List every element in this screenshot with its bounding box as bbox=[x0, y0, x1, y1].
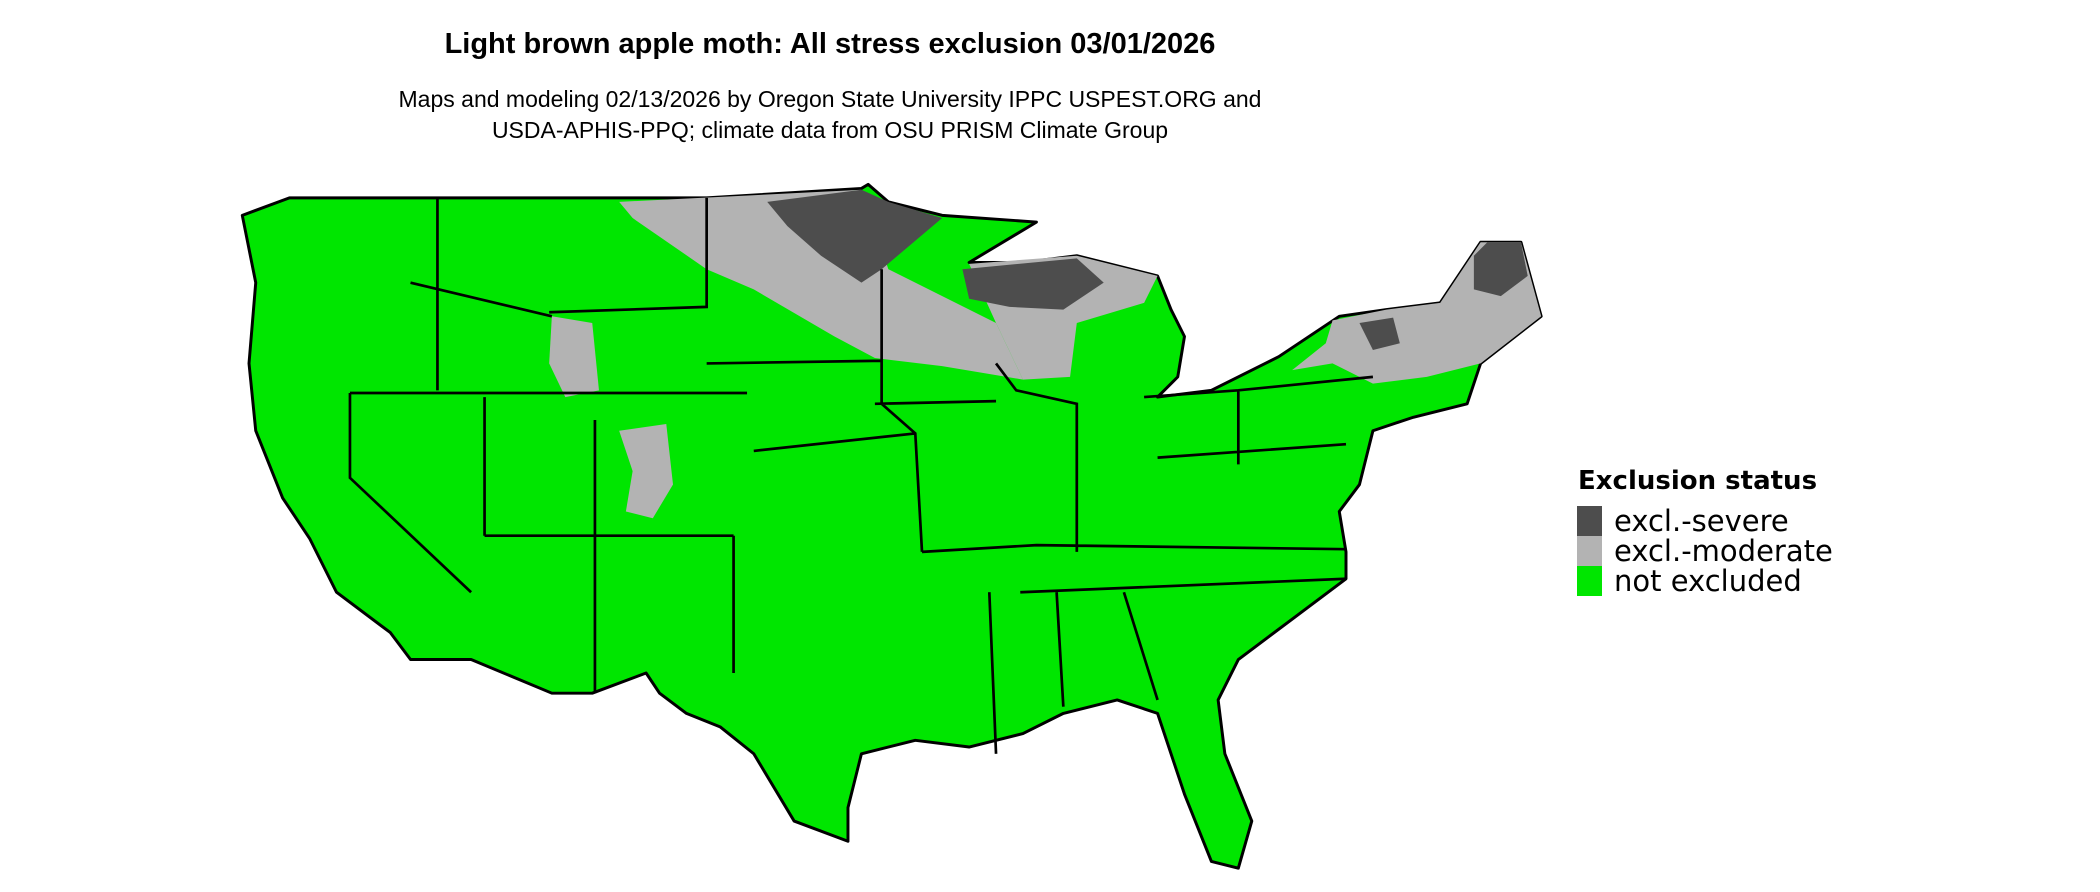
moderate-exclusion-colorado bbox=[619, 423, 673, 519]
legend-title: Exclusion status bbox=[1578, 466, 1818, 496]
legend-item-moderate: excl.-moderate bbox=[1577, 536, 1833, 566]
legend-label: not excluded bbox=[1614, 564, 1802, 598]
map-title: Light brown apple moth: All stress exclu… bbox=[444, 28, 1216, 60]
state-borders bbox=[348, 197, 1374, 754]
severe-exclusion-minnesota bbox=[767, 189, 943, 283]
legend-label: excl.-moderate bbox=[1614, 534, 1833, 568]
legend-swatch-not-excluded bbox=[1577, 566, 1602, 596]
moderate-exclusion-north-plains bbox=[619, 189, 1023, 380]
severe-exclusion-wisconsin bbox=[962, 258, 1104, 310]
legend: Exclusion status excl.-severe excl.-mode… bbox=[1577, 466, 1833, 596]
severe-exclusion-adirondacks bbox=[1359, 317, 1400, 350]
moderate-exclusion-wyoming bbox=[549, 316, 599, 398]
legend-label: excl.-severe bbox=[1614, 504, 1789, 538]
map-subtitle-line-2: USDA-APHIS-PPQ; climate data from OSU PR… bbox=[491, 117, 1169, 143]
severe-exclusion-maine bbox=[1473, 242, 1528, 297]
legend-swatch-severe bbox=[1577, 506, 1602, 536]
legend-swatch-moderate bbox=[1577, 536, 1602, 566]
legend-item-severe: excl.-severe bbox=[1577, 506, 1833, 536]
map-subtitle-line-1: Maps and modeling 02/13/2026 by Oregon S… bbox=[398, 86, 1262, 112]
legend-item-not-excluded: not excluded bbox=[1577, 566, 1833, 596]
